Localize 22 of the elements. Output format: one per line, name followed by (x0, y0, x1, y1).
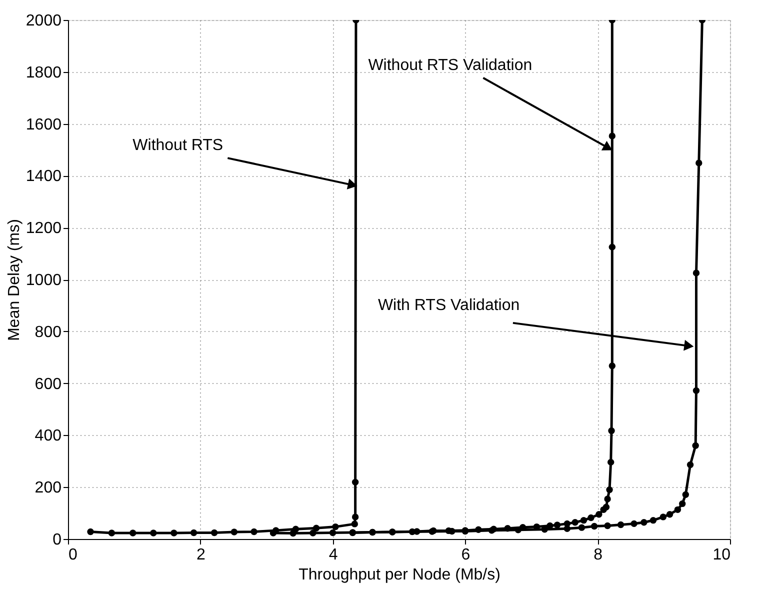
x-axis-title: Throughput per Node (Mb/s) (298, 566, 500, 584)
y-tick-label: 1800 (26, 64, 62, 82)
annotation: With RTS Validation (378, 296, 520, 314)
y-tick-label: 600 (34, 376, 62, 393)
y-tick-label: 400 (34, 428, 62, 445)
y-tick-label: 1400 (26, 168, 62, 186)
y-tick-label: 1200 (26, 220, 62, 238)
x-tick-label: 4 (328, 546, 338, 564)
y-tick-label: 0 (52, 532, 62, 548)
x-tick-label: 6 (461, 546, 470, 564)
y-tick-label: 2000 (26, 12, 62, 30)
annotation: Without RTS Validation (368, 56, 532, 74)
annotation: Without RTS (132, 137, 224, 154)
y-axis-title: Mean Delay (ms) (6, 219, 23, 341)
y-tick-label: 800 (34, 324, 62, 341)
x-tick-label: 8 (594, 546, 603, 564)
y-tick-label: 200 (34, 480, 62, 497)
x-tick-label: 2 (196, 546, 206, 564)
x-tick-label: 10 (712, 546, 731, 564)
y-tick-label: 1000 (26, 272, 62, 289)
y-tick-label: 1600 (26, 116, 62, 134)
x-tick-label: 0 (68, 546, 78, 564)
